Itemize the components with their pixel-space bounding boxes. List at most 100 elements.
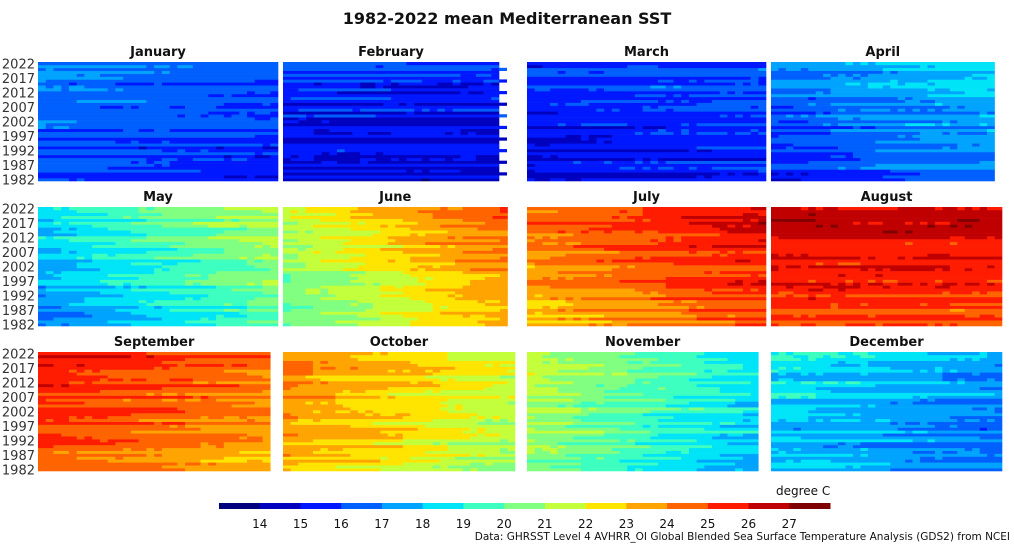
heatmap-cell <box>477 430 486 434</box>
heatmap-cell <box>499 114 508 118</box>
heatmap-cell <box>527 389 559 393</box>
heatmap-cell <box>485 276 508 280</box>
heatmap-cell <box>61 247 178 251</box>
heatmap-cell <box>185 424 271 428</box>
heatmap-cell <box>920 108 928 112</box>
heatmap-cell <box>38 230 54 234</box>
heatmap-cell <box>283 233 374 237</box>
heatmap-cell <box>337 91 461 95</box>
heatmap-cell <box>223 175 248 179</box>
heatmap-cell <box>76 82 116 86</box>
y-tick-label: 1987 <box>2 304 35 319</box>
heatmap-cell <box>507 418 516 422</box>
heatmap-cell <box>312 366 321 370</box>
heatmap-cell <box>262 285 279 289</box>
heatmap-cell <box>38 363 54 367</box>
heatmap-cell <box>200 441 209 446</box>
heatmap-cell <box>283 383 299 388</box>
heatmap-cell <box>38 67 47 71</box>
heatmap-cell <box>208 462 217 466</box>
heatmap-cell <box>642 218 651 222</box>
heatmap-cell <box>735 131 751 135</box>
heatmap-cell <box>350 407 441 411</box>
heatmap-cell <box>912 369 921 373</box>
heatmap-cell <box>972 447 980 451</box>
heatmap-cell <box>283 224 314 228</box>
heatmap-cell <box>845 62 854 66</box>
heatmap-cell <box>92 256 155 260</box>
heatmap-cell <box>604 456 682 460</box>
heatmap-cell <box>830 122 839 127</box>
heatmap-cell <box>771 410 809 414</box>
heatmap-cell <box>239 308 248 312</box>
heatmap-cell <box>800 459 831 463</box>
heatmap-cell <box>208 441 225 446</box>
heatmap-cell <box>417 233 426 237</box>
heatmap-cell <box>771 70 884 74</box>
heatmap-cell <box>927 224 936 228</box>
heatmap-cell <box>305 247 344 251</box>
heatmap-cell <box>76 372 248 376</box>
heatmap-cell <box>313 131 353 135</box>
heatmap-cell <box>402 415 471 420</box>
heatmap-cell <box>949 241 958 246</box>
heatmap-cell <box>460 169 500 173</box>
heatmap-cell <box>742 412 759 417</box>
heatmap-cell <box>485 363 493 367</box>
heatmap-cell <box>290 386 389 391</box>
heatmap-cell <box>297 418 314 422</box>
heatmap-cell <box>527 137 582 141</box>
heatmap-cell <box>161 386 271 391</box>
heatmap-cell <box>979 114 995 118</box>
heatmap-cell <box>327 381 411 385</box>
heatmap-cell <box>360 108 415 112</box>
heatmap-cell <box>619 265 628 269</box>
heatmap-cell <box>830 76 854 80</box>
heatmap-cell <box>642 360 651 364</box>
heatmap-cell <box>161 317 201 321</box>
heatmap-cell <box>979 436 1003 440</box>
heatmap-cell <box>527 273 597 277</box>
heatmap-cell <box>283 317 381 321</box>
heatmap-cell <box>387 236 448 240</box>
heatmap-cell <box>758 212 767 216</box>
heatmap-cell <box>860 363 869 367</box>
heatmap-cell <box>372 352 381 356</box>
heatmap-cell <box>778 67 787 71</box>
heatmap-cell <box>979 357 1003 361</box>
heatmap-cell <box>462 407 516 411</box>
heatmap-cell <box>527 82 736 86</box>
heatmap-cell <box>823 91 831 95</box>
heatmap-cell <box>949 253 1003 257</box>
heatmap-cell <box>192 296 201 301</box>
heatmap-cell <box>283 404 344 408</box>
heatmap-cell <box>771 308 951 312</box>
heatmap-cell <box>949 267 966 272</box>
heatmap-cell <box>290 323 359 327</box>
heatmap-cell <box>68 221 132 225</box>
heatmap-cell <box>823 288 839 292</box>
heatmap-cell <box>573 302 659 306</box>
heatmap-cell <box>398 82 438 86</box>
panel-title: June <box>378 190 411 205</box>
heatmap-cell <box>949 105 958 109</box>
heatmap-cell <box>719 253 728 257</box>
y-tick-label: 1997 <box>2 130 35 145</box>
heatmap-cell <box>681 407 690 411</box>
heatmap-cell <box>130 140 139 144</box>
heatmap-cell <box>815 372 824 376</box>
heatmap-cell <box>500 273 508 277</box>
heatmap-cell <box>650 410 744 414</box>
heatmap-cell <box>38 389 101 393</box>
heatmap-cell <box>771 114 787 118</box>
heatmap-cell <box>905 96 913 101</box>
heatmap-cell <box>573 244 690 248</box>
heatmap-cell <box>949 88 988 92</box>
heatmap-cell <box>216 398 271 402</box>
heatmap-cell <box>527 352 551 356</box>
heatmap-cell <box>425 450 501 454</box>
heatmap-cell <box>860 76 966 80</box>
heatmap-cell <box>357 276 419 280</box>
heatmap-cell <box>912 134 995 138</box>
heatmap-cell <box>942 291 951 295</box>
